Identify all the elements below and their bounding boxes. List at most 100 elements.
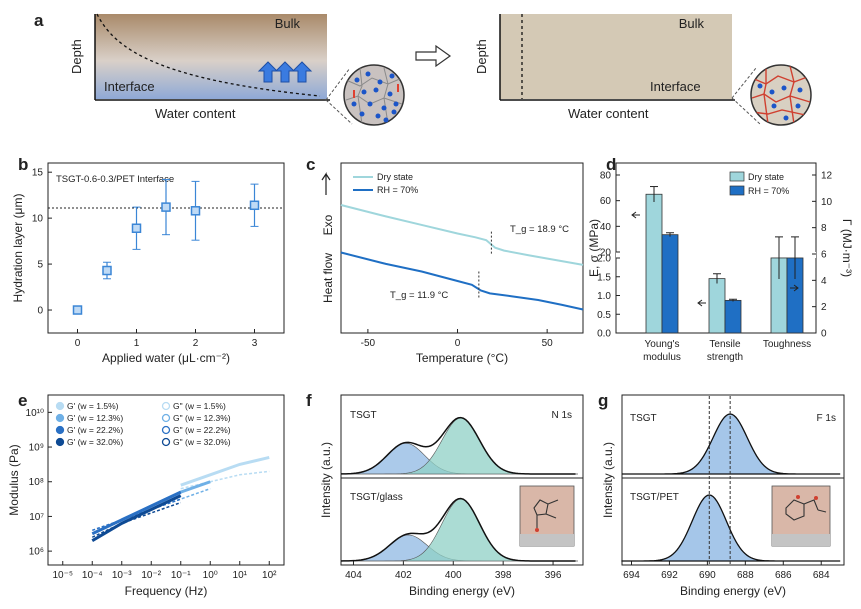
panel-f: f TSGT N 1s TSGT/glass Binding energy (e… bbox=[306, 391, 584, 598]
y-tick-label: 10⁶ bbox=[29, 547, 44, 558]
bar-dry bbox=[708, 278, 726, 334]
x-tick-label: 3 bbox=[252, 338, 258, 349]
bar-dry bbox=[645, 193, 663, 334]
panel-g-label: g bbox=[598, 391, 608, 410]
y-tick-label-right: 2 bbox=[821, 302, 827, 313]
legend-text-dry: Dry state bbox=[748, 172, 784, 182]
legend-marker bbox=[161, 413, 171, 423]
x-tick-label: 690 bbox=[699, 570, 716, 581]
data-point bbox=[131, 223, 142, 233]
y-tick-label: 10¹⁰ bbox=[26, 408, 44, 419]
panel-e-frame bbox=[47, 394, 285, 566]
legend-text: G" (w = 12.3%) bbox=[173, 413, 231, 423]
panel-a-label: a bbox=[34, 11, 44, 30]
panel-g: g TSGT F 1s TSGT/PET Binding energy (eV)… bbox=[598, 391, 845, 598]
y-tick-label-right: 10 bbox=[821, 197, 833, 208]
water-content-label-right: Water content bbox=[568, 106, 649, 121]
bottom-peak bbox=[621, 494, 841, 562]
left-gradient-box bbox=[95, 14, 327, 99]
y-tick-label-right: 6 bbox=[821, 250, 827, 261]
category-label: Tensile bbox=[709, 339, 741, 350]
panel-d-ylabel-right: Γ (MJ·m⁻³) bbox=[840, 219, 854, 277]
legend-text-dry: Dry state bbox=[377, 172, 413, 182]
category-label: Toughness bbox=[763, 339, 811, 350]
panel-e-xlabel: Frequency (Hz) bbox=[125, 584, 208, 598]
legend-marker bbox=[161, 425, 171, 435]
left-axis-arrow-icon bbox=[697, 299, 706, 307]
panel-f-line-name: N 1s bbox=[551, 410, 572, 421]
legend-text: G" (w = 32.0%) bbox=[173, 437, 231, 447]
series-trace bbox=[92, 498, 181, 532]
panel-e-legend: G' (w = 1.5%) G" (w = 1.5%) G' (w = 12.3%)… bbox=[55, 401, 231, 447]
legend-text: G' (w = 32.0%) bbox=[67, 437, 123, 447]
interface-label-left: Interface bbox=[104, 79, 155, 94]
y-tick-label-right: 12 bbox=[821, 171, 833, 182]
legend-swatch-rh bbox=[729, 185, 745, 196]
y-tick-label: 0 bbox=[37, 306, 43, 317]
interface-label-right: Interface bbox=[650, 79, 701, 94]
legend-marker bbox=[55, 437, 65, 447]
y-tick-label: 15 bbox=[32, 168, 44, 179]
legend-text: G' (w = 22.2%) bbox=[67, 425, 123, 435]
interface-zoom-bubble-right bbox=[750, 64, 812, 126]
top-peak bbox=[622, 413, 841, 475]
series-trace bbox=[91, 501, 181, 538]
bottom-envelope bbox=[340, 497, 576, 562]
molecule-inset-g bbox=[771, 485, 831, 547]
y-tick-label-left: 20 bbox=[600, 248, 612, 259]
right-uniform-box bbox=[500, 14, 732, 99]
y-tick-label: 10 bbox=[32, 214, 44, 225]
panel-g-ylabel: Intensity (a.u.) bbox=[601, 442, 615, 518]
y-tick-label-left: 40 bbox=[600, 222, 612, 233]
panel-c-ylabel: Heat flow bbox=[321, 253, 335, 303]
data-point bbox=[249, 200, 260, 211]
bulk-label-right: Bulk bbox=[679, 16, 705, 31]
y-tick-label-left: 1.0 bbox=[597, 291, 611, 302]
series-line-dry bbox=[340, 204, 584, 266]
legend-swatch-dry bbox=[729, 171, 745, 182]
arrow-right-icon bbox=[415, 44, 452, 68]
right-axis-arrow-icon bbox=[790, 284, 799, 292]
y-tick-label: 10⁸ bbox=[29, 477, 44, 488]
tg-annotation-dry: T_g = 18.9 °C bbox=[510, 224, 569, 235]
panel-d: d E, σ (MPa) Γ (MJ·m⁻³) Dry state RH = 7… bbox=[587, 155, 854, 363]
legend-text: G' (w = 12.3%) bbox=[67, 413, 123, 423]
legend-marker bbox=[161, 401, 171, 411]
panel-e-label: e bbox=[18, 391, 27, 410]
y-tick-label: 10⁹ bbox=[29, 443, 44, 454]
panel-d-ylabel-left: E, σ (MPa) bbox=[587, 219, 601, 277]
data-point bbox=[72, 305, 83, 315]
axis-break-gap bbox=[616, 252, 816, 258]
x-tick-label: 2 bbox=[193, 338, 199, 349]
x-tick-label: 10⁻⁴ bbox=[82, 570, 103, 581]
panel-c-exo: Exo bbox=[321, 214, 335, 235]
tg-annotation-rh: T_g = 11.9 °C bbox=[390, 290, 448, 301]
panel-c: c Dry state RH = 70% T_g = 18.9 °C T_g =… bbox=[306, 155, 584, 365]
series-line-rh70 bbox=[340, 251, 584, 311]
category-label: strength bbox=[707, 352, 743, 363]
top-envelope bbox=[340, 416, 576, 475]
bar-rh70 bbox=[724, 299, 742, 334]
x-tick-label: 686 bbox=[775, 570, 792, 581]
x-tick-label: 10² bbox=[262, 570, 277, 581]
y-tick-label-left: 1.5 bbox=[597, 272, 611, 283]
panel-e: e G' (w = 1.5%) G" (w = 1.5%) G' (w = 12.3… bbox=[7, 391, 285, 598]
data-point bbox=[190, 206, 201, 216]
x-tick-label: 396 bbox=[545, 570, 562, 581]
x-tick-label: 10⁻¹ bbox=[171, 570, 191, 581]
panel-g-xlabel: Binding energy (eV) bbox=[680, 584, 786, 598]
panel-f-top-name: TSGT bbox=[350, 410, 377, 421]
panel-b-label: b bbox=[18, 155, 28, 174]
panel-f-bottom-name: TSGT/glass bbox=[350, 492, 403, 503]
panel-f-label: f bbox=[306, 391, 312, 410]
molecule-inset-f bbox=[519, 485, 575, 547]
x-tick-label: 398 bbox=[495, 570, 512, 581]
x-tick-label: 10⁰ bbox=[203, 570, 218, 581]
bulk-label-left: Bulk bbox=[275, 16, 301, 31]
legend-text: G' (w = 1.5%) bbox=[67, 401, 119, 411]
legend-text-rh: RH = 70% bbox=[748, 186, 789, 196]
interface-zoom-bubble-left bbox=[343, 64, 405, 126]
panel-a: a Bulk Interface Depth Water content bbox=[34, 11, 812, 126]
legend-marker bbox=[55, 401, 65, 411]
